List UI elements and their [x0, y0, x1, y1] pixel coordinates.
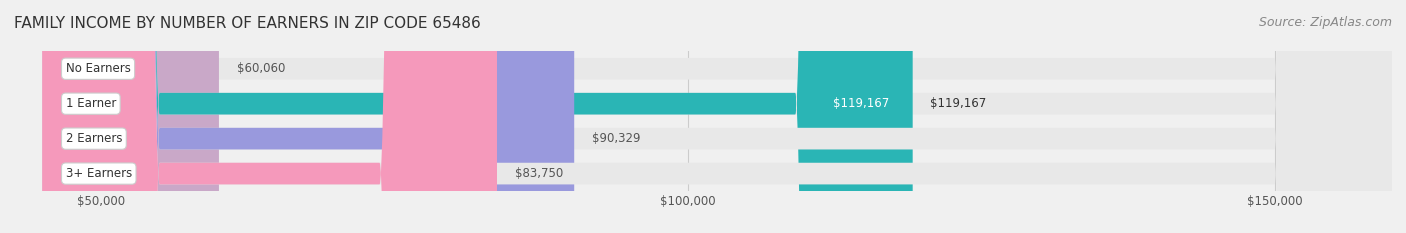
Text: No Earners: No Earners [66, 62, 131, 75]
Text: $119,167: $119,167 [832, 97, 889, 110]
FancyBboxPatch shape [42, 0, 1392, 233]
Text: FAMILY INCOME BY NUMBER OF EARNERS IN ZIP CODE 65486: FAMILY INCOME BY NUMBER OF EARNERS IN ZI… [14, 16, 481, 31]
Text: 3+ Earners: 3+ Earners [66, 167, 132, 180]
Text: $60,060: $60,060 [236, 62, 285, 75]
FancyBboxPatch shape [42, 0, 1392, 233]
Text: 2 Earners: 2 Earners [66, 132, 122, 145]
Text: Source: ZipAtlas.com: Source: ZipAtlas.com [1258, 16, 1392, 29]
FancyBboxPatch shape [42, 0, 496, 233]
Text: $83,750: $83,750 [515, 167, 562, 180]
FancyBboxPatch shape [42, 0, 912, 233]
Text: $90,329: $90,329 [592, 132, 640, 145]
Text: 1 Earner: 1 Earner [66, 97, 117, 110]
Text: $119,167: $119,167 [931, 97, 987, 110]
FancyBboxPatch shape [42, 0, 219, 233]
FancyBboxPatch shape [42, 0, 1392, 233]
FancyBboxPatch shape [42, 0, 1392, 233]
FancyBboxPatch shape [42, 0, 574, 233]
